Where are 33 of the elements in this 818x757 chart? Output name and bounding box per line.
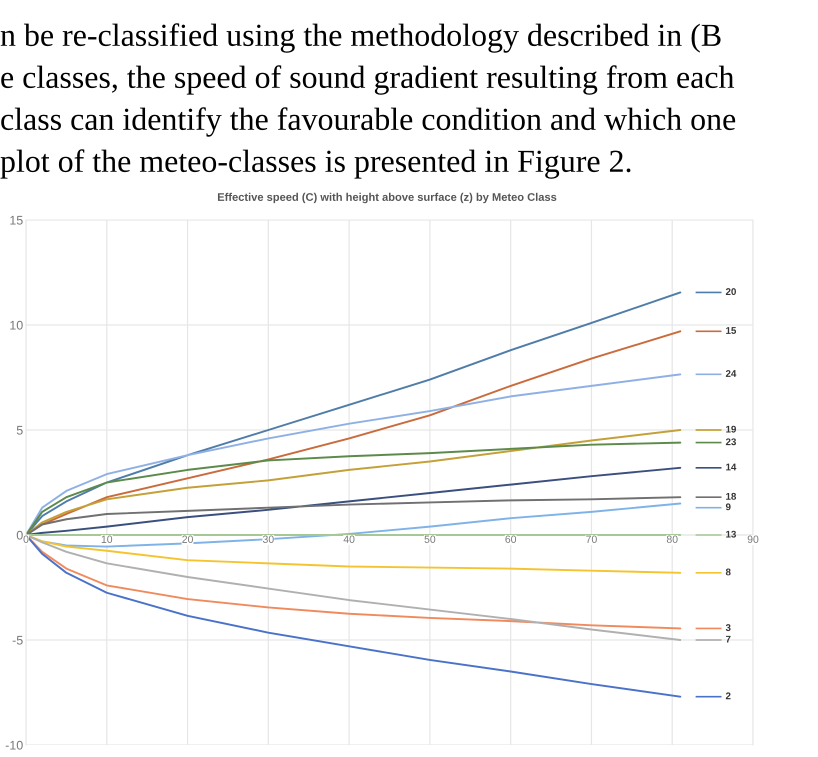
legend-label: 24 bbox=[726, 370, 736, 377]
x-tick-label: 0 bbox=[24, 536, 28, 543]
x-tick-label: 60 bbox=[505, 536, 516, 543]
legend-label: 8 bbox=[726, 568, 731, 576]
x-tick-label: 80 bbox=[666, 536, 678, 543]
x-tick-label: 20 bbox=[182, 536, 193, 543]
legend-label: 15 bbox=[726, 327, 736, 334]
text: n be re-classified using the methodology described in (B bbox=[0, 23, 721, 53]
y-tick-label: 15 bbox=[10, 216, 23, 225]
x-tick-label: 30 bbox=[262, 536, 274, 543]
text: plot of the meteo-classes is presented in Figure 2. bbox=[0, 149, 630, 179]
legend-label: 9 bbox=[726, 503, 731, 510]
x-tick-label: 90 bbox=[748, 536, 758, 543]
y-tick-label: 10 bbox=[10, 320, 23, 330]
chart-title: Effective speed (C) with height above surface (z) by Meteo Class bbox=[218, 192, 556, 204]
y-tick-label: 5 bbox=[16, 426, 23, 435]
legend-label: 14 bbox=[726, 464, 736, 470]
x-tick-label: 40 bbox=[344, 536, 354, 543]
legend-label: 19 bbox=[726, 426, 736, 433]
y-tick-label: -10 bbox=[6, 740, 23, 750]
y-tick-label: -5 bbox=[12, 636, 23, 645]
legend-label: 23 bbox=[726, 438, 736, 446]
legend-label: 20 bbox=[726, 288, 736, 296]
legend-label: 13 bbox=[726, 530, 736, 538]
x-tick-label: 10 bbox=[102, 536, 112, 543]
legend-label: 3 bbox=[726, 624, 731, 632]
x-tick-label: 70 bbox=[586, 536, 597, 543]
legend-label: 2 bbox=[726, 692, 731, 700]
legend-label: 7 bbox=[726, 636, 731, 643]
text: e classes, the speed of sound gradient resulting from each bbox=[1, 65, 734, 95]
text: class can identify the favourable condition and which one bbox=[1, 107, 736, 137]
x-tick-label: 50 bbox=[424, 536, 436, 543]
legend-label: 18 bbox=[726, 492, 736, 500]
